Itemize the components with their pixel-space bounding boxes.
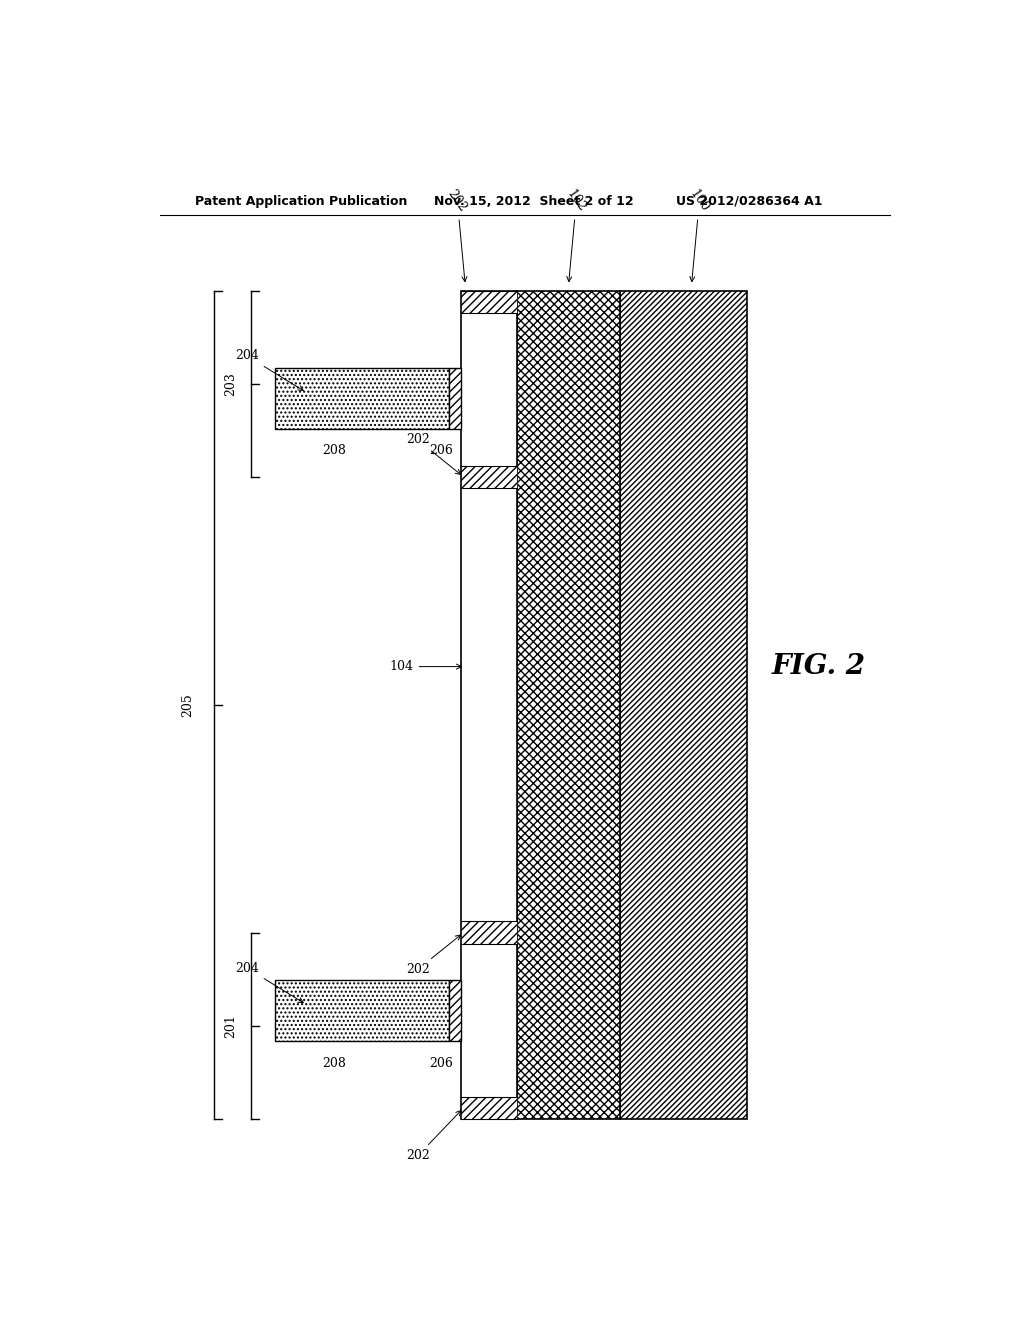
Text: 202: 202 <box>406 935 461 975</box>
Text: 205: 205 <box>181 693 194 717</box>
Bar <box>620 290 746 1119</box>
Bar <box>461 290 517 313</box>
Text: 208: 208 <box>323 1056 346 1069</box>
Text: US 2012/0286364 A1: US 2012/0286364 A1 <box>676 194 822 207</box>
Bar <box>461 466 517 488</box>
Text: Patent Application Publication: Patent Application Publication <box>196 194 408 207</box>
Text: 201: 201 <box>224 1014 238 1038</box>
Bar <box>517 290 621 1119</box>
Bar <box>449 981 461 1041</box>
Bar <box>274 981 449 1041</box>
Bar <box>620 290 746 1119</box>
Text: 204: 204 <box>236 350 303 391</box>
Bar <box>461 1097 517 1119</box>
Bar <box>274 981 449 1041</box>
Text: 104: 104 <box>390 660 462 673</box>
Text: 102: 102 <box>564 187 589 281</box>
Text: FIG. 2: FIG. 2 <box>771 653 865 680</box>
Bar <box>461 921 517 944</box>
Text: 202: 202 <box>406 433 461 474</box>
Text: 204: 204 <box>236 961 303 1003</box>
Bar <box>461 466 517 488</box>
Bar <box>517 290 621 1119</box>
Bar <box>461 290 517 1119</box>
Bar <box>449 368 461 429</box>
Bar <box>461 1097 517 1119</box>
Bar <box>461 290 517 313</box>
Text: 100: 100 <box>687 187 712 281</box>
Text: 206: 206 <box>429 445 454 457</box>
Bar <box>449 368 461 429</box>
Bar <box>274 368 449 429</box>
Text: 206: 206 <box>429 1056 454 1069</box>
Text: 203: 203 <box>224 372 238 396</box>
Text: 202: 202 <box>445 187 469 281</box>
Text: 202: 202 <box>406 1110 461 1163</box>
Text: 208: 208 <box>323 445 346 457</box>
Bar <box>461 921 517 944</box>
Bar <box>449 981 461 1041</box>
Text: Nov. 15, 2012  Sheet 2 of 12: Nov. 15, 2012 Sheet 2 of 12 <box>433 194 633 207</box>
Bar <box>274 368 449 429</box>
